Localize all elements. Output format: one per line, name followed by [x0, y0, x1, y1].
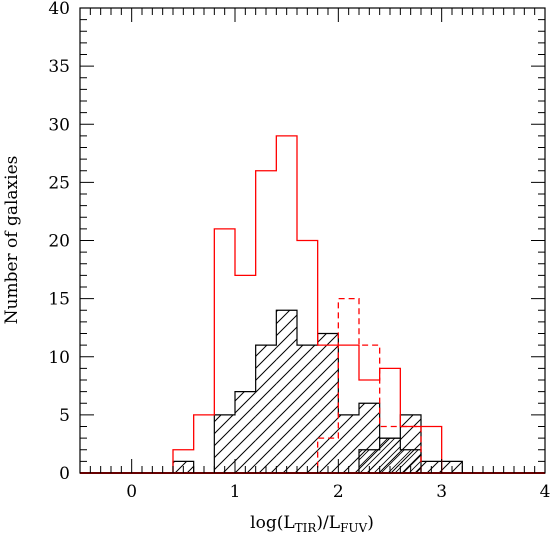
- bar-black-hatched-fine-10: [379, 438, 401, 473]
- x-axis-label: log(LTIR)/LFUV): [250, 513, 374, 535]
- bar-black-hatched-6: [297, 345, 318, 473]
- y-axis-label: Number of galaxies: [2, 156, 22, 325]
- y-tick-label: 15: [48, 290, 70, 310]
- x-tick-label: 2: [333, 482, 344, 502]
- y-tick-label: 20: [48, 232, 70, 252]
- y-tick-label: 30: [48, 115, 70, 135]
- x-tick-label: 1: [230, 482, 241, 502]
- x-tick-label: 0: [126, 482, 137, 502]
- y-tick-label: 35: [48, 57, 70, 77]
- bar-black-hatched-8: [338, 414, 359, 473]
- bar-black-hatched-2: [214, 414, 235, 473]
- line-red-solid: [172, 135, 483, 474]
- x-tick-label: 3: [436, 482, 447, 502]
- y-tick-label: 40: [48, 0, 70, 19]
- y-tick-label: 0: [59, 464, 70, 484]
- bar-black-hatched-5: [276, 310, 297, 473]
- y-tick-label: 5: [59, 406, 70, 426]
- y-tick-label: 10: [48, 348, 70, 368]
- series-layer: [80, 135, 545, 474]
- bar-black-hatched-7: [317, 333, 339, 473]
- line-red-dashed: [173, 297, 483, 474]
- bar-black-hatched-fine-11: [400, 449, 421, 473]
- bar-black-hatched-3: [235, 391, 256, 473]
- bar-black-hatched-fine-9: [359, 449, 380, 473]
- y-tick-label: 25: [48, 173, 70, 193]
- bar-black-hatched-4: [255, 345, 277, 473]
- x-tick-label: 4: [540, 482, 551, 502]
